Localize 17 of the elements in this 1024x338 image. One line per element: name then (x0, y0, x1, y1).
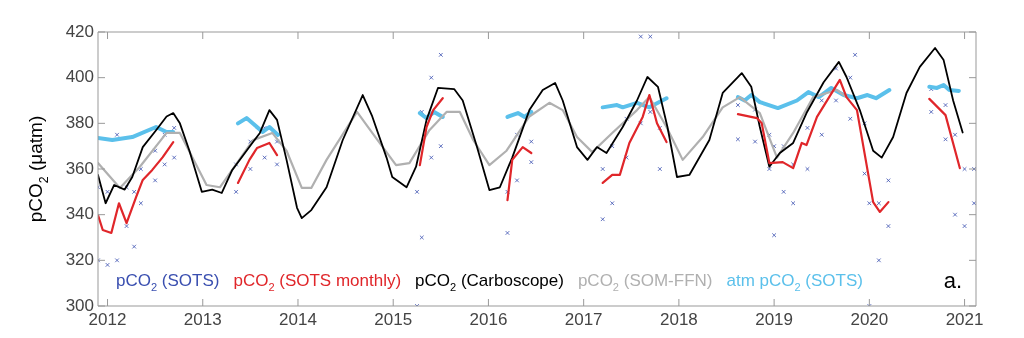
x-tick-label: 2013 (183, 309, 222, 329)
y-tick-label: 320 (65, 250, 94, 270)
y-tick-label: 360 (65, 158, 94, 178)
annotation: a. (943, 268, 963, 293)
x-tick-label: 2015 (374, 309, 413, 329)
x-tick-label: 2017 (564, 309, 603, 329)
x-tick-label: 2019 (755, 309, 794, 329)
x-tick-label: 2014 (279, 309, 317, 329)
y-tick-label: 420 (65, 21, 94, 41)
y-tick-label: 340 (65, 204, 94, 224)
y-axis-title: pCO2 (μatm) (25, 115, 51, 223)
x-tick-label: 2016 (469, 309, 508, 329)
y-tick-label: 400 (65, 67, 94, 87)
x-tick-label: 2018 (659, 309, 698, 329)
x-tick-label: 2021 (945, 309, 984, 329)
x-tick-label: 2020 (850, 309, 889, 329)
y-tick-label: 380 (65, 113, 94, 133)
